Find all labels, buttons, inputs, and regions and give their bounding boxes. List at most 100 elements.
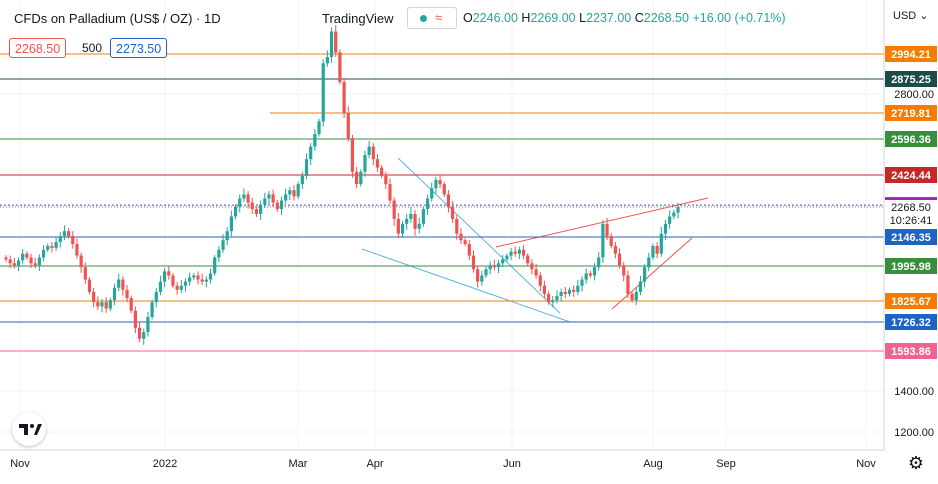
candle [434, 176, 438, 194]
candle-body [668, 216, 672, 224]
candle [563, 286, 567, 299]
close-label: C [634, 11, 644, 25]
candle-body [526, 255, 530, 264]
candle [217, 245, 221, 263]
candle-body [534, 269, 538, 276]
ohlc-readout: O2246.00 H2269.00 L2237.00 C2268.50 +16.… [463, 11, 786, 25]
candle [547, 291, 551, 305]
candle-body [380, 167, 384, 176]
candle-body [647, 257, 651, 268]
candle [367, 140, 371, 159]
candle [484, 266, 488, 278]
candle [96, 296, 100, 310]
candle-body [338, 52, 342, 83]
spread-value: 500 [82, 41, 103, 55]
buy-price-button[interactable]: 2273.50 [110, 38, 168, 58]
candle-body [150, 302, 154, 317]
candle [597, 252, 601, 271]
candle [530, 259, 534, 275]
candle [513, 246, 517, 257]
candle [551, 296, 555, 308]
candle-body [676, 207, 680, 213]
candle-body [592, 267, 597, 276]
candle-body [238, 198, 242, 207]
candle [171, 272, 175, 289]
candle [142, 328, 146, 345]
candle [647, 252, 651, 272]
candle-body [75, 244, 79, 256]
candle [480, 270, 484, 286]
candle-body [651, 245, 655, 258]
candle-body [137, 327, 142, 339]
candle-body [29, 257, 33, 264]
candle [359, 169, 363, 187]
candle-body [321, 63, 325, 122]
symbol-title[interactable]: CFDs on Palladium (US$ / OZ) · 1D [14, 11, 221, 26]
candle-body [183, 281, 188, 286]
candle [355, 166, 359, 189]
candle [183, 278, 188, 292]
candle-body [300, 175, 304, 185]
candle-body [79, 255, 83, 268]
candle-body [325, 56, 329, 64]
currency-selector[interactable]: USD ⌄ [893, 9, 929, 22]
candle [626, 270, 630, 299]
candle-body [346, 112, 350, 139]
candle [634, 287, 638, 306]
candle-body [580, 279, 584, 286]
level-label-box [885, 293, 937, 309]
candle-body [8, 259, 12, 264]
candle [292, 185, 296, 201]
settings-gear-icon[interactable]: ⚙ [907, 453, 925, 473]
candle [21, 249, 25, 265]
candle-body [275, 202, 279, 210]
candle [572, 285, 576, 297]
candle-body [329, 31, 334, 57]
candle-body [617, 253, 622, 266]
tradingview-logo-icon [19, 424, 42, 435]
candle-body [392, 200, 396, 219]
sell-price-button[interactable]: 2268.50 [9, 38, 67, 58]
level-label: 2719.81 [891, 108, 931, 120]
x-tick-label: Jun [503, 458, 521, 470]
candle-body [146, 316, 150, 333]
level-label: 2146.35 [891, 232, 931, 244]
candle [425, 194, 430, 215]
level-label: 1995.98 [891, 261, 931, 273]
candle-body [108, 300, 112, 309]
tradingview-logo[interactable] [12, 412, 46, 446]
candle-body [296, 184, 300, 197]
candle [8, 255, 12, 269]
candle-body [446, 194, 451, 207]
candle [321, 59, 325, 127]
candle [325, 50, 329, 67]
falling-wedge-lower-line [361, 248, 571, 323]
candle [104, 297, 108, 313]
candle [430, 182, 434, 202]
candle-body [242, 194, 246, 199]
market-status-badge[interactable]: ≈ [407, 7, 457, 29]
candle-body [46, 245, 50, 250]
candle [263, 192, 267, 209]
candle [163, 268, 167, 288]
candle [271, 189, 275, 207]
last-price-label: 2268.50 [891, 202, 931, 214]
candle [442, 181, 446, 197]
candle-body [142, 332, 146, 339]
candle [488, 261, 492, 275]
candle [622, 262, 626, 282]
candle [279, 196, 284, 215]
candle-body [471, 255, 476, 270]
candle-body [597, 257, 601, 268]
low-value: 2237.00 [586, 11, 632, 25]
candle-body [250, 202, 254, 210]
candle [521, 245, 526, 260]
candle [133, 306, 137, 334]
tradingview-source: TradingView [322, 11, 394, 26]
candle-body [425, 198, 430, 210]
candle-body [204, 279, 208, 282]
candle-body [355, 171, 359, 185]
candle-body [87, 279, 92, 292]
